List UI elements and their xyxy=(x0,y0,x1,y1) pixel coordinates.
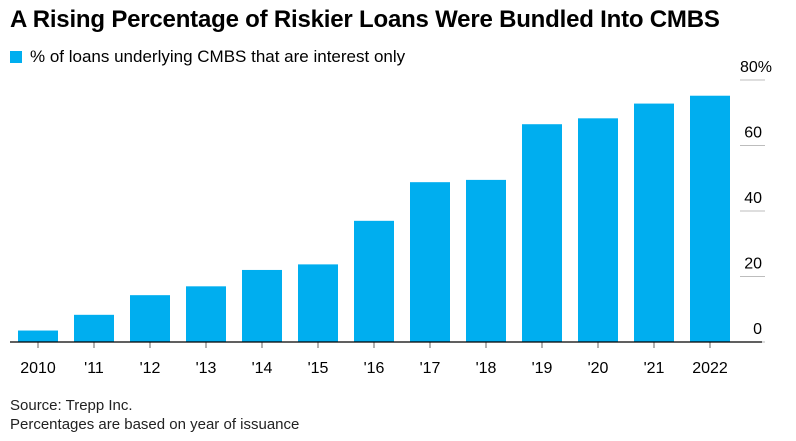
x-tick-label: '14 xyxy=(252,360,273,377)
y-tick-label: 60 xyxy=(744,125,762,142)
y-tick-label: 0 xyxy=(753,321,762,338)
bar xyxy=(578,118,618,342)
x-tick-label: '18 xyxy=(476,360,497,377)
x-tick-label: '21 xyxy=(644,360,665,377)
x-tick-label: '15 xyxy=(308,360,329,377)
footer: Source: Trepp Inc. Percentages are based… xyxy=(10,396,299,434)
bar xyxy=(74,314,114,342)
x-tick-label: '19 xyxy=(532,360,553,377)
bar xyxy=(298,264,338,342)
y-tick-label: 20 xyxy=(744,256,762,273)
x-tick-label: '11 xyxy=(84,360,104,377)
bar xyxy=(410,182,450,342)
bar xyxy=(690,95,730,342)
x-tick-label: '17 xyxy=(420,360,441,377)
x-tick-label: 2010 xyxy=(20,360,56,377)
source-note: Source: Trepp Inc. xyxy=(10,397,133,414)
bar xyxy=(466,179,506,342)
legend-label: % of loans underlying CMBS that are inte… xyxy=(30,47,406,66)
bar xyxy=(242,269,282,342)
legend-swatch xyxy=(10,51,22,63)
x-tick-label: '13 xyxy=(196,360,217,377)
bar xyxy=(130,295,170,342)
chart-title: A Rising Percentage of Riskier Loans Wer… xyxy=(10,6,720,33)
x-tick-label: '12 xyxy=(140,360,161,377)
bar xyxy=(186,286,226,342)
legend: % of loans underlying CMBS that are inte… xyxy=(10,47,405,67)
bar xyxy=(354,220,394,342)
y-tick-label: 80% xyxy=(740,59,772,76)
issuance-note: Percentages are based on year of issuanc… xyxy=(10,416,300,433)
bar xyxy=(18,330,58,342)
y-tick-label: 40 xyxy=(744,190,762,207)
bar xyxy=(522,124,562,343)
bar xyxy=(634,103,674,342)
x-tick-label: '20 xyxy=(588,360,609,377)
x-tick-label: 2022 xyxy=(692,360,728,377)
x-tick-label: '16 xyxy=(364,360,385,377)
